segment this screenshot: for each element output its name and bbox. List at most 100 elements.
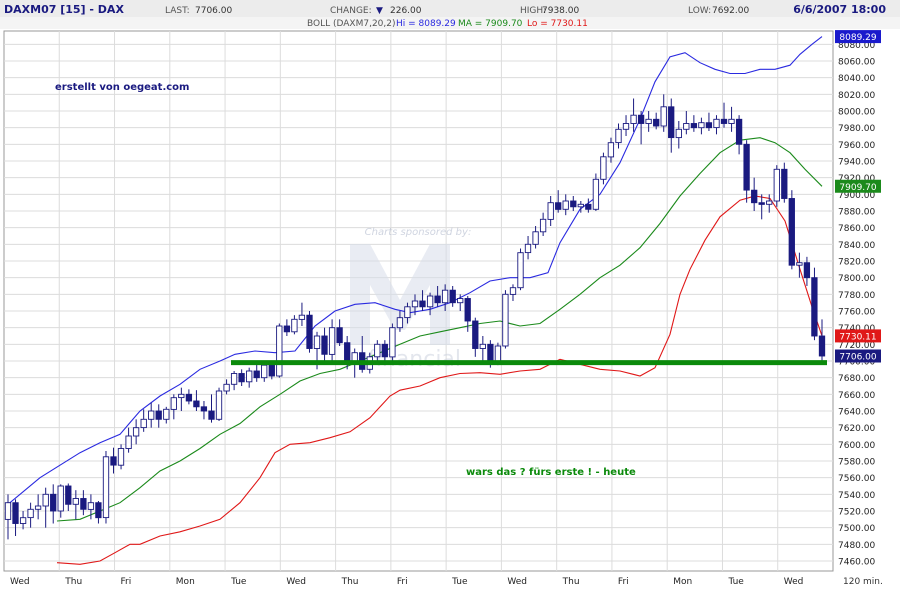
low-value: 7692.00 xyxy=(712,6,749,16)
candle-up xyxy=(615,128,622,144)
candle-down xyxy=(668,106,675,139)
candle-up xyxy=(457,298,464,304)
candle-down xyxy=(185,393,193,402)
candle-down xyxy=(735,118,743,145)
y-tick-label: 8000.00 xyxy=(838,108,875,118)
candle-up xyxy=(517,252,524,289)
candle-down xyxy=(200,406,208,412)
header-bar xyxy=(0,0,900,17)
candle-up xyxy=(19,517,27,524)
y-tick-label: 7760.00 xyxy=(838,308,875,318)
y-tick-label: 8020.00 xyxy=(838,91,875,101)
candle-down xyxy=(472,320,479,349)
indicator-bar xyxy=(0,17,900,29)
candle-down xyxy=(788,198,795,266)
price-tag-box xyxy=(835,179,881,193)
candle-down xyxy=(705,122,713,129)
candle-down xyxy=(803,262,811,279)
y-tick-label: 7540.00 xyxy=(838,491,875,501)
y-tick-label: 7860.00 xyxy=(838,224,875,234)
x-tick-label: Wed xyxy=(507,577,527,587)
candle-up xyxy=(713,118,720,129)
candle-down xyxy=(268,364,275,377)
y-tick-label: 7680.00 xyxy=(838,374,875,384)
candle-up xyxy=(313,335,321,349)
y-tick-label: 7580.00 xyxy=(838,458,875,468)
candle-up xyxy=(72,498,79,505)
price-tag-label: 8089.29 xyxy=(839,33,876,43)
x-tick-label: Tue xyxy=(727,577,744,587)
candle-down xyxy=(751,189,758,204)
candle-down xyxy=(781,168,788,199)
candle-up xyxy=(374,343,381,358)
credit-annotation: erstellt von oegeat.com xyxy=(55,82,189,93)
candle-up xyxy=(698,122,705,129)
candle-up xyxy=(562,200,569,210)
x-tick-label: Wed xyxy=(784,577,804,587)
candle-down xyxy=(306,314,313,349)
candle-down xyxy=(690,123,698,129)
candle-down xyxy=(653,118,660,127)
y-tick-label: 8040.00 xyxy=(838,74,875,84)
candle-up xyxy=(645,118,652,124)
change-label: CHANGE: xyxy=(330,6,372,16)
candle-up xyxy=(87,502,95,510)
price-tags: 8089.29 7909.70 7730.11 7706.00 xyxy=(835,30,881,363)
candle-down xyxy=(336,327,343,344)
candle-down xyxy=(155,410,162,420)
y-tick-label: 8060.00 xyxy=(838,58,875,68)
x-tick-label: Mon xyxy=(673,577,692,587)
last-value: 7706.00 xyxy=(195,6,232,16)
candle-up xyxy=(351,352,358,362)
price-tag-label: 7706.00 xyxy=(839,353,876,363)
candle-down xyxy=(555,202,562,210)
candle-up xyxy=(426,295,434,308)
candle-down xyxy=(283,325,291,333)
candle-down xyxy=(321,335,328,355)
candle-down xyxy=(208,410,215,420)
candle-down xyxy=(95,502,102,519)
price-tag-label: 7730.11 xyxy=(839,332,876,342)
candle-up xyxy=(539,218,547,233)
x-tick-label: Fri xyxy=(121,577,132,587)
bollinger-lower-line xyxy=(56,195,823,565)
sponsor-logo-icon xyxy=(350,244,450,345)
sponsor-text: Charts sponsored by: xyxy=(365,227,472,238)
candle-down xyxy=(487,343,494,362)
candle-up xyxy=(223,383,230,392)
candle-up xyxy=(607,142,615,158)
candle-up xyxy=(796,262,803,266)
x-tick-label: Thu xyxy=(562,577,580,587)
candle-down xyxy=(12,502,19,524)
candle-down xyxy=(238,373,245,383)
y-tick-label: 7720.00 xyxy=(838,341,875,351)
candle-up xyxy=(766,200,773,205)
candle-up xyxy=(125,435,132,449)
candle-up xyxy=(261,364,268,379)
candle-down xyxy=(585,203,592,210)
x-tick-label: Wed xyxy=(10,577,30,587)
candle-down xyxy=(758,202,765,205)
x-tick-label: Tue xyxy=(451,577,468,587)
change-value: 226.00 xyxy=(390,6,422,16)
candle-up xyxy=(246,370,253,383)
candle-up xyxy=(404,306,411,319)
y-tick-label: 7800.00 xyxy=(838,274,875,284)
candle-down xyxy=(253,370,260,379)
y-tick-label: 7560.00 xyxy=(838,474,875,484)
candle-up xyxy=(396,317,404,329)
high-value: 7938.00 xyxy=(542,6,579,16)
x-tick-label: Thu xyxy=(64,577,82,587)
boll-label: BOLL (DAXM7,20,2) xyxy=(307,19,396,29)
candle-up xyxy=(163,408,170,420)
y-tick-label: 7820.00 xyxy=(838,258,875,268)
candle-up xyxy=(328,327,336,355)
candle-down xyxy=(344,342,351,362)
candle-up xyxy=(132,427,140,437)
candle-up xyxy=(42,493,49,507)
price-tag-box xyxy=(835,30,881,44)
candle-up xyxy=(502,293,509,347)
x-tick-label: Fri xyxy=(618,577,629,587)
candle-up xyxy=(276,325,283,377)
